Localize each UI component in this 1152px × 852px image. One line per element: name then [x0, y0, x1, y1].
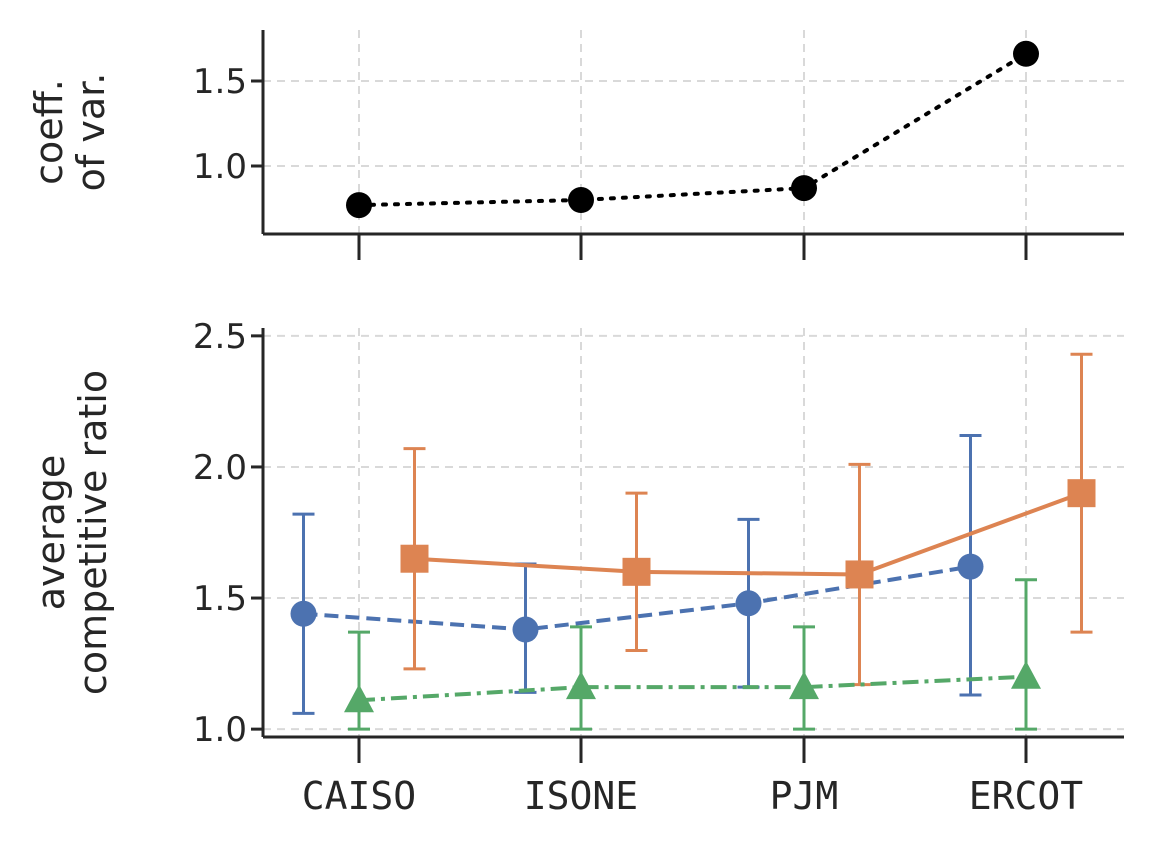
x-tick-label: PJM [770, 774, 839, 818]
series-line-orange-solid [414, 491, 1083, 577]
bottom-panel: 1.0 1.5 2.0 2.5 CAISO ISONE PJM ERCOT averagecom… [29, 317, 1124, 818]
data-point-orange-solid [1067, 479, 1096, 508]
y-tick-label: 2.0 [193, 448, 247, 488]
y-axis-label: of var. [69, 73, 113, 192]
data-point-blue-dashed [735, 590, 762, 617]
y-axis-label: coeff. [27, 79, 71, 185]
data-point-green-dashdot [1011, 660, 1041, 689]
data-point-coefficient of variation [1013, 40, 1039, 67]
data-point-orange-solid [622, 557, 651, 586]
data-point-orange-solid [845, 560, 874, 589]
data-point-coefficient of variation [346, 192, 372, 219]
y-tick-label: 1.5 [193, 62, 247, 102]
y-axis-label: competitive ratio [71, 370, 115, 695]
data-point-green-dashdot [344, 684, 374, 713]
y-tick-label: 2.5 [193, 317, 247, 357]
series-line-coefficient of variation [357, 51, 1028, 208]
data-point-blue-dashed [290, 600, 317, 627]
data-point-blue-dashed [512, 616, 539, 643]
data-point-coefficient of variation [791, 175, 817, 202]
data-point-green-dashdot [789, 671, 819, 700]
series-line-green-dashdot [358, 674, 1027, 703]
y-tick-label: 1.5 [193, 579, 247, 619]
y-tick-label: 1.0 [193, 147, 247, 187]
data-point-blue-dashed [957, 553, 984, 580]
y-axis-label: average [29, 455, 73, 611]
x-tick-label: ISONE [524, 774, 638, 818]
top-panel: 1.0 1.5 coeff.of var. [27, 30, 1124, 260]
data-point-orange-solid [400, 544, 429, 573]
x-tick-label: CAISO [302, 774, 416, 818]
data-point-coefficient of variation [568, 187, 594, 213]
data-point-green-dashdot [566, 671, 596, 700]
y-tick-label: 1.0 [193, 710, 247, 750]
x-tick-label: ERCOT [969, 774, 1083, 818]
